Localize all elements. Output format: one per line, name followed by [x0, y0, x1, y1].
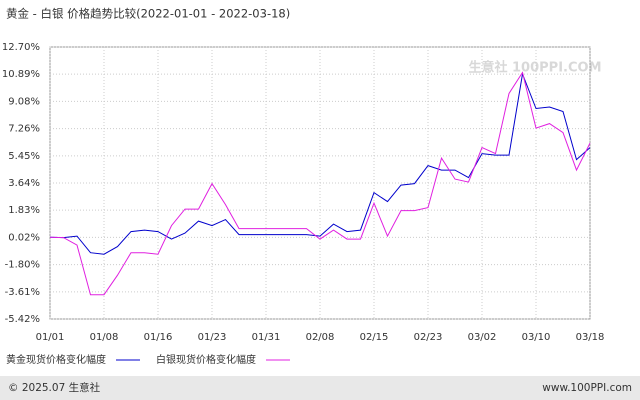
- legend-label: 黄金现货价格变化幅度: [6, 353, 106, 366]
- x-tick-label: 03/18: [576, 332, 605, 343]
- x-tick-label: 01/01: [36, 332, 65, 343]
- x-tick-label: 02/15: [360, 332, 389, 343]
- x-tick-label: 01/08: [90, 332, 119, 343]
- x-tick-label: 01/31: [252, 332, 281, 343]
- y-tick-label: -3.61%: [5, 287, 40, 298]
- series-line: [49, 71, 591, 296]
- x-tick-label: 02/23: [414, 332, 443, 343]
- y-tick-label: 0.02%: [8, 232, 40, 243]
- x-tick-label: 01/23: [198, 332, 227, 343]
- y-tick-label: 1.83%: [8, 205, 40, 216]
- y-tick-label: 9.08%: [8, 96, 40, 107]
- x-tick-label: 02/08: [306, 332, 335, 343]
- footer-bar: [0, 376, 640, 400]
- footer-left: © 2025.07 生意社: [8, 381, 101, 394]
- y-tick-label: -1.80%: [5, 260, 40, 271]
- x-tick-label: 03/02: [468, 332, 497, 343]
- legend-label: 白银现货价格变化幅度: [156, 353, 256, 366]
- y-tick-label: 5.45%: [8, 151, 40, 162]
- chart-title: 黄金 - 白银 价格趋势比较(2022-01-01 - 2022-03-18): [6, 7, 290, 21]
- series-line: [49, 72, 591, 255]
- watermark: 生意社 100PPI.COM: [468, 60, 601, 76]
- y-tick-label: -5.42%: [5, 314, 40, 325]
- footer-right: www.100PPI.com: [542, 382, 632, 394]
- y-tick-label: 3.64%: [8, 178, 40, 189]
- y-tick-label: 10.89%: [2, 69, 40, 80]
- x-tick-label: 01/16: [144, 332, 173, 343]
- x-tick-label: 03/10: [522, 332, 551, 343]
- y-tick-label: 7.26%: [8, 124, 40, 135]
- y-tick-label: 12.70%: [2, 42, 40, 53]
